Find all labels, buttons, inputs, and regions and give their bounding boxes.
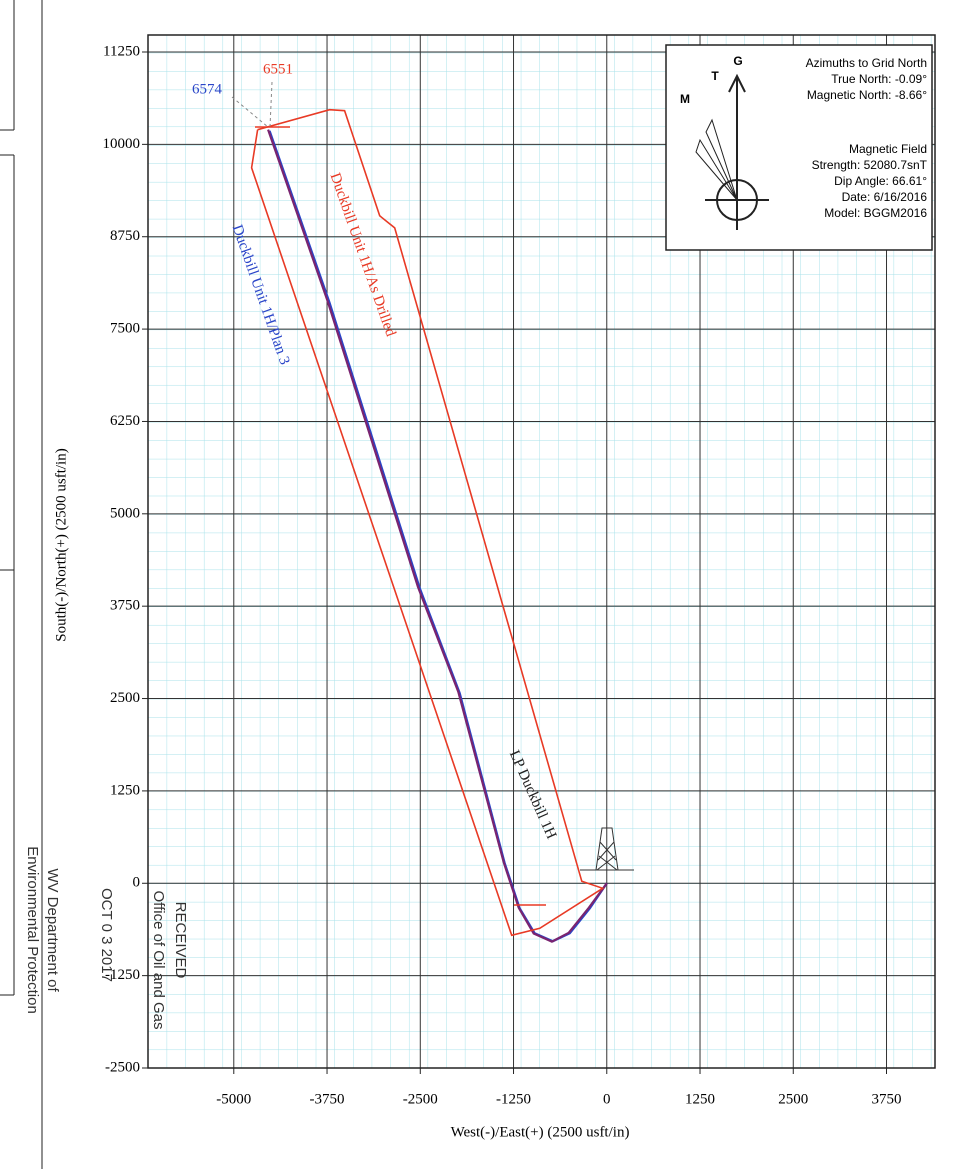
- x-tick-label: -5000: [216, 1091, 251, 1107]
- stamp: RECEIVED Office of Oil and Gas OCT 0 3 2…: [24, 846, 189, 1029]
- series-line: [267, 129, 608, 943]
- depth-leader: [231, 81, 273, 128]
- stamp-received: RECEIVED: [172, 902, 189, 979]
- x-axis-label: West(-)/East(+) (2500 usft/in): [451, 1124, 630, 1140]
- drilled-depth-label: 6551: [263, 61, 293, 77]
- left-page-strip: [0, 0, 43, 1169]
- date: Date: 6/16/2016: [842, 190, 928, 204]
- x-tick-label: -3750: [310, 1091, 345, 1107]
- y-tick-label: 3750: [110, 598, 140, 614]
- y-tick-label: 11250: [103, 43, 140, 59]
- m-label: M: [680, 92, 690, 106]
- rig-symbol: [580, 827, 634, 871]
- north-arrow-box: G T M Azimuths to Grid North True North:…: [665, 44, 933, 251]
- azimuth-title: Azimuths to Grid North: [806, 56, 927, 70]
- y-tick-label: -1250: [105, 967, 140, 983]
- x-tick-label: -2500: [403, 1091, 438, 1107]
- y-tick-label: 5000: [110, 505, 140, 521]
- x-tick-label: 0: [603, 1091, 611, 1107]
- plan-depth-label: 6574: [192, 81, 223, 97]
- x-tick-label: -1250: [496, 1091, 531, 1107]
- stamp-dept: WV Department of: [44, 868, 61, 992]
- t-label: T: [711, 69, 719, 83]
- magnetic-north: Magnetic North: -8.66°: [807, 88, 927, 102]
- y-tick-label: 1250: [110, 782, 140, 798]
- series-line: [250, 108, 605, 937]
- y-tick-label: 7500: [110, 321, 140, 337]
- y-tick-label: -2500: [105, 1059, 140, 1075]
- dip: Dip Angle: 66.61°: [834, 174, 927, 188]
- y-tick-label: 6250: [110, 413, 140, 429]
- stamp-env: Environmental Protection: [24, 846, 41, 1014]
- g-label: G: [733, 54, 742, 68]
- y-tick-label: 2500: [110, 690, 140, 706]
- target-marker: [255, 126, 546, 906]
- strength: Strength: 52080.7snT: [812, 158, 928, 172]
- stamp-date: OCT 0 3 2017: [98, 888, 115, 982]
- y-axis-label: South(-)/North(+) (2500 usft/in): [53, 448, 69, 641]
- x-tick-label: 3750: [872, 1091, 902, 1107]
- y-tick-label: 0: [133, 875, 141, 891]
- plot-area: [250, 108, 608, 943]
- stamp-office: Office of Oil and Gas: [150, 891, 167, 1030]
- x-tick-label: 1250: [685, 1091, 715, 1107]
- plot-frame: [147, 34, 936, 1069]
- y-tick-label: 8750: [110, 228, 140, 244]
- true-north: True North: -0.09°: [831, 72, 927, 86]
- y-tick-label: 10000: [103, 136, 141, 152]
- field-title: Magnetic Field: [849, 142, 927, 156]
- model: Model: BGGM2016: [824, 206, 927, 220]
- x-tick-label: 2500: [778, 1091, 808, 1107]
